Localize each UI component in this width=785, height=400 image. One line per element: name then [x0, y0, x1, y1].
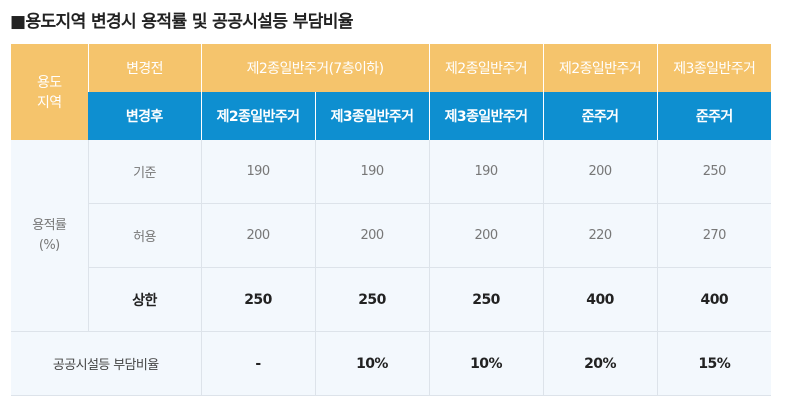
zone-label-line2: 지역 — [36, 95, 62, 111]
before-label: 변경전 — [87, 44, 201, 92]
value-cell: 190 — [428, 140, 544, 204]
before-zone-cell: 제3종일반주거 — [656, 44, 772, 92]
value-cell: 15% — [656, 331, 772, 396]
value-cell: 200 — [428, 203, 544, 268]
after-zone-cell: 준주거 — [542, 92, 658, 140]
zone-label-line1: 용도 — [36, 75, 62, 91]
value-cell: 250 — [656, 140, 772, 204]
after-zone-cell: 제3종일반주거 — [428, 92, 544, 140]
value-cell: 10% — [428, 331, 544, 396]
value-cell: 20% — [542, 331, 658, 396]
table-row: 공공시설등 부담비율 - 10% 10% 20% 15% — [11, 331, 772, 396]
value-cell: 250 — [428, 267, 544, 332]
zoning-table: 용도 지역 변경전 제2종일반주거(7층이하) 제2종일반주거 제2종일반주거 … — [11, 44, 772, 396]
value-cell: 270 — [656, 203, 772, 268]
header-row-after: 변경후 제2종일반주거 제3종일반주거 제3종일반주거 준주거 준주거 — [11, 92, 772, 140]
before-zone-cell: 제2종일반주거 — [542, 44, 658, 92]
far-label-line1: 용적률 — [32, 217, 67, 233]
before-zone-cell: 제2종일반주거(7층이하) — [200, 44, 430, 92]
far-label-line2: (%) — [38, 237, 60, 253]
value-cell: 250 — [314, 267, 430, 332]
value-cell: 220 — [542, 203, 658, 268]
after-zone-cell: 제3종일반주거 — [314, 92, 430, 140]
zone-header-cell: 용도 지역 — [11, 44, 88, 140]
header-row-before: 용도 지역 변경전 제2종일반주거(7층이하) 제2종일반주거 제2종일반주거 … — [11, 44, 772, 140]
value-cell: 200 — [542, 140, 658, 204]
value-cell: 250 — [200, 267, 315, 332]
table-row: 용적률 (%) 기준 190 190 190 200 250 — [11, 140, 772, 332]
value-cell: 400 — [656, 267, 772, 332]
burden-label: 공공시설등 부담비율 — [11, 331, 201, 396]
row-label: 허용 — [87, 203, 201, 268]
after-zone-cell: 준주거 — [656, 92, 772, 140]
value-cell: 190 — [200, 140, 315, 204]
row-label: 상한 — [87, 267, 201, 332]
after-zone-cell: 제2종일반주거 — [200, 92, 315, 140]
value-cell: 200 — [314, 203, 430, 268]
value-cell: - — [200, 331, 315, 396]
table-row: 허용 200 200 200 220 270 — [11, 203, 772, 268]
before-zone-cell: 제2종일반주거 — [428, 44, 544, 92]
row-label: 기준 — [87, 140, 201, 204]
page-title: ■용도지역 변경시 용적률 및 공공시설등 부담비율 — [10, 12, 353, 32]
value-cell: 200 — [200, 203, 315, 268]
value-cell: 10% — [314, 331, 430, 396]
value-cell: 400 — [542, 267, 658, 332]
far-label-cell: 용적률 (%) — [11, 140, 88, 332]
table-row: 상한 250 250 250 400 400 — [11, 267, 772, 332]
after-label: 변경후 — [88, 92, 201, 140]
value-cell: 190 — [314, 140, 430, 204]
